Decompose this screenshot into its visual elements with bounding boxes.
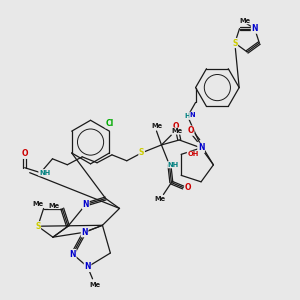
Text: Me: Me: [154, 196, 165, 202]
Text: NH: NH: [168, 162, 179, 168]
Text: S: S: [139, 148, 144, 158]
Text: N: N: [251, 24, 258, 33]
Text: OH: OH: [187, 152, 199, 158]
Text: N: N: [84, 262, 91, 272]
Text: H: H: [185, 113, 191, 119]
Text: S: S: [35, 222, 40, 231]
Text: Me: Me: [239, 18, 250, 24]
Text: Me: Me: [172, 128, 183, 134]
Text: N: N: [70, 250, 76, 259]
Text: O: O: [173, 122, 180, 130]
Text: NH: NH: [39, 170, 50, 176]
Text: Cl: Cl: [105, 119, 114, 128]
Text: O: O: [22, 149, 28, 158]
Text: S: S: [232, 38, 238, 47]
Text: N: N: [190, 112, 195, 118]
Text: O: O: [185, 183, 191, 192]
Text: O: O: [188, 126, 194, 135]
Text: Me: Me: [49, 202, 60, 208]
Text: Me: Me: [151, 123, 162, 129]
Text: N: N: [198, 143, 204, 152]
Text: Me: Me: [89, 282, 100, 288]
Text: N: N: [82, 200, 89, 209]
Text: Me: Me: [32, 201, 43, 207]
Text: N: N: [81, 228, 88, 237]
